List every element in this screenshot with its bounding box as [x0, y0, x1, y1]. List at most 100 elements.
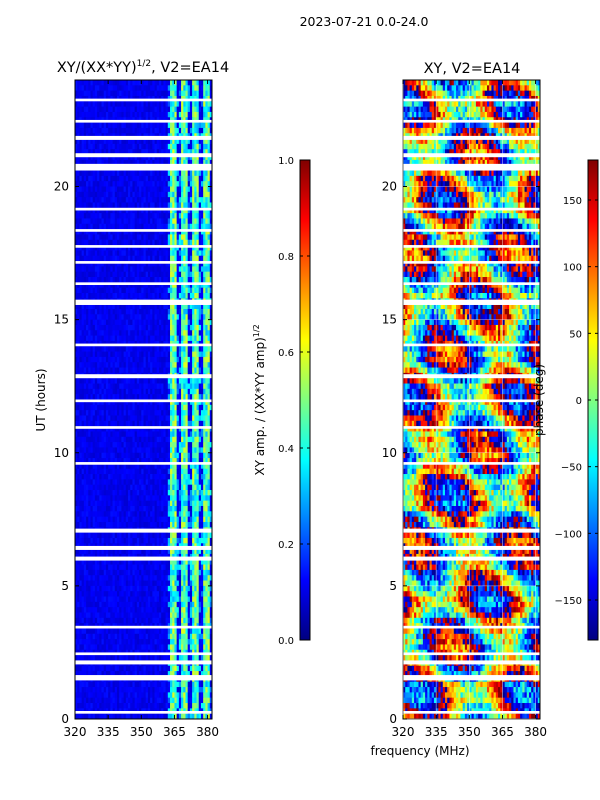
heatmap-cell: [145, 484, 149, 491]
heatmap-cell: [194, 426, 197, 432]
heatmap-cell: [130, 367, 133, 374]
heatmap-cell: [200, 277, 204, 283]
heatmap-cell: [94, 362, 98, 368]
heatmap-cell: [152, 474, 155, 480]
heatmap-cell: [185, 431, 189, 438]
heatmap-cell: [132, 181, 136, 187]
heatmap-cell: [141, 255, 144, 262]
heatmap-cell: [154, 277, 158, 283]
heatmap-cell: [81, 436, 85, 443]
heatmap-cell: [150, 308, 153, 315]
heatmap-cell: [150, 399, 153, 406]
heatmap-cell: [86, 213, 89, 219]
heatmap-cell: [108, 458, 111, 464]
heatmap-cell: [161, 282, 164, 289]
heatmap-cell: [79, 431, 83, 438]
heatmap-cell: [158, 101, 162, 108]
heatmap-cell: [143, 420, 147, 427]
heatmap-cell: [196, 191, 200, 198]
heatmap-cell: [92, 170, 96, 177]
heatmap-cell: [119, 447, 122, 454]
heatmap-cell: [187, 202, 191, 209]
heatmap-cell: [198, 452, 202, 459]
heatmap-cell: [198, 293, 202, 299]
heatmap-cell: [172, 197, 175, 203]
heatmap-cell: [134, 335, 138, 342]
heatmap-cell: [79, 308, 83, 315]
heatmap-cell: [121, 181, 125, 187]
heatmap-cell: [101, 245, 105, 251]
heatmap-cell: [83, 378, 87, 384]
heatmap-cell: [200, 245, 204, 251]
heatmap-cell: [99, 431, 102, 438]
heatmap-cell: [123, 495, 127, 502]
heatmap-cell: [134, 468, 138, 475]
heatmap-cell: [205, 175, 208, 182]
heatmap-cell: [192, 287, 195, 294]
heatmap-cell: [128, 335, 131, 342]
heatmap-cell: [194, 138, 197, 145]
heatmap-cell: [105, 324, 109, 331]
heatmap-cell: [178, 479, 182, 486]
heatmap-cell: [143, 282, 147, 289]
heatmap-cell: [121, 85, 125, 92]
heatmap-cell: [121, 484, 125, 491]
amplitude-panel-title: XY/(XX*YY)1/2, V2=EA14: [57, 59, 229, 76]
heatmap-cell: [123, 484, 127, 491]
heatmap-cell: [172, 149, 175, 155]
heatmap-cell: [158, 287, 162, 294]
heatmap-cell: [147, 442, 151, 448]
heatmap-cell: [147, 277, 151, 283]
heatmap-cell: [105, 293, 109, 299]
heatmap-cell: [141, 170, 144, 177]
heatmap-cell: [75, 442, 78, 448]
heatmap-cell: [176, 143, 180, 150]
heatmap-cell: [77, 277, 80, 283]
heatmap-cell: [158, 420, 162, 427]
heatmap-cell: [209, 319, 213, 326]
heatmap-cell: [185, 308, 189, 315]
heatmap-cell: [123, 506, 127, 512]
heatmap-cell: [99, 181, 102, 187]
heatmap-cell: [116, 410, 120, 416]
heatmap-cell: [90, 229, 94, 235]
heatmap-cell: [128, 186, 131, 193]
heatmap-cell: [92, 404, 96, 411]
heatmap-cell: [75, 335, 78, 342]
heatmap-cell: [125, 378, 129, 384]
heatmap-cell: [147, 399, 151, 406]
heatmap-cell: [128, 378, 131, 384]
heatmap-cell: [83, 181, 87, 187]
heatmap-cell: [158, 223, 162, 230]
heatmap-cell: [130, 346, 133, 352]
heatmap-cell: [198, 463, 202, 470]
heatmap-cell: [108, 410, 111, 416]
heatmap-cell: [187, 319, 191, 326]
heatmap-cell: [187, 207, 191, 214]
heatmap-cell: [158, 229, 162, 235]
heatmap-cell: [136, 207, 140, 214]
heatmap-cell: [181, 383, 184, 390]
heatmap-cell: [130, 111, 133, 118]
heatmap-cell: [119, 404, 122, 411]
heatmap-cell: [92, 436, 96, 443]
heatmap-cell: [145, 404, 149, 411]
heatmap-cell: [116, 500, 120, 507]
heatmap-cell: [154, 90, 158, 97]
heatmap-cell: [130, 255, 133, 262]
heatmap-cell: [207, 308, 211, 315]
heatmap-cell: [79, 394, 83, 400]
heatmap-cell: [176, 484, 180, 491]
heatmap-cell: [161, 495, 164, 502]
heatmap-cell: [176, 490, 180, 496]
heatmap-cell: [101, 223, 105, 230]
heatmap-cell: [196, 159, 200, 166]
heatmap-cell: [158, 234, 162, 241]
heatmap-cell: [172, 458, 175, 464]
heatmap-cell: [94, 80, 98, 86]
heatmap-cell: [154, 495, 158, 502]
heatmap-cell: [88, 170, 91, 177]
heatmap-cell: [139, 394, 142, 400]
heatmap-cell: [163, 319, 166, 326]
heatmap-cell: [86, 239, 89, 246]
